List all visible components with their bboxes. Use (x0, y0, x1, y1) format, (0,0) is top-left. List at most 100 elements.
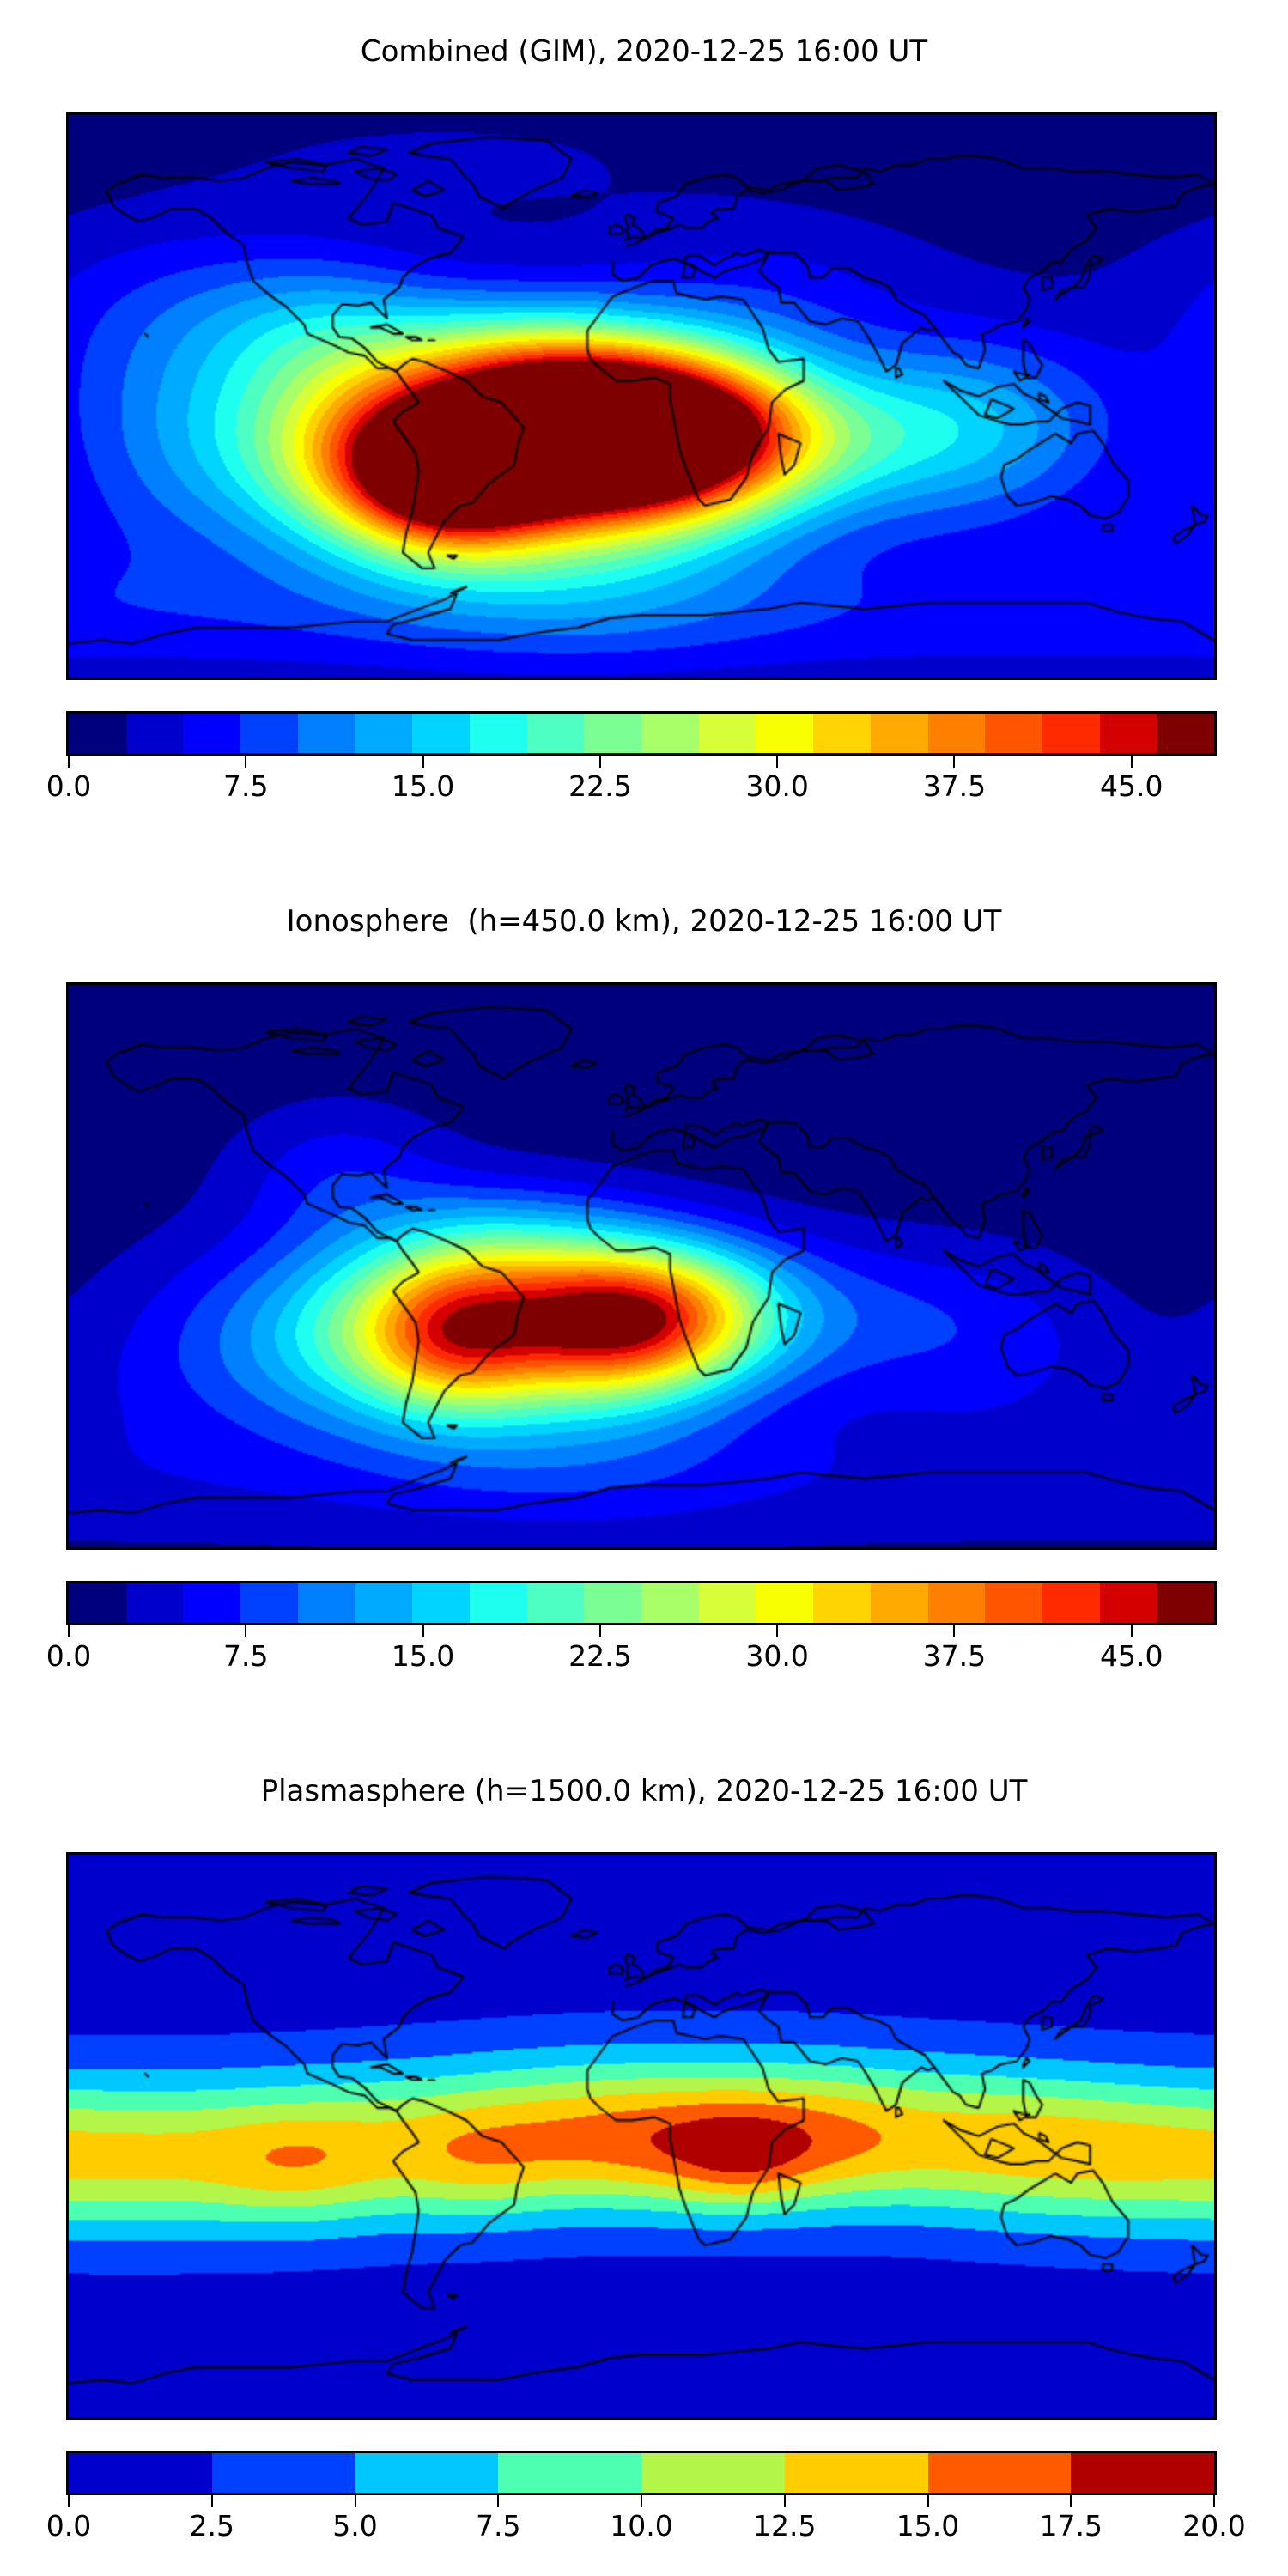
colorbar-tick (245, 1625, 247, 1637)
colorbar-segment (784, 2453, 928, 2493)
colorbar-tick-label: 0.0 (46, 2509, 92, 2543)
colorbar-segment (756, 714, 814, 753)
colorbar-segment (498, 2453, 641, 2493)
map-plasmasphere (66, 1852, 1217, 2420)
panel-title-plasmasphere: Plasmasphere (h=1500.0 km), 2020-12-25 1… (260, 1774, 1028, 1808)
colorbar-segment (870, 714, 928, 753)
colorbar-segment (355, 2453, 499, 2493)
colorbar-tick (776, 1625, 779, 1637)
colorbar-tick (68, 756, 70, 768)
colorbar-tick (422, 1625, 424, 1637)
colorbar-segment (698, 714, 756, 753)
colorbar-tick-label: 22.5 (568, 769, 632, 803)
colorbar-segment (641, 2453, 785, 2493)
colorbar-tick (1130, 1625, 1133, 1637)
colorbar-segment (584, 714, 642, 753)
colorbar-segment (1099, 714, 1157, 753)
panel-title-combined-gim: Combined (GIM), 2020-12-25 16:00 UT (360, 34, 928, 69)
colorbar-tick (953, 756, 956, 768)
colorbar-tick (68, 1625, 70, 1637)
colorbar-tick-label: 37.5 (922, 1639, 987, 1673)
colorbar-gradient-combined-gim (66, 711, 1217, 756)
colorbar-tick (1070, 2495, 1072, 2507)
colorbar-segment (125, 714, 184, 753)
colorbar-segment (125, 1583, 184, 1623)
colorbar-tick-label: 5.0 (332, 2509, 378, 2543)
colorbar-tick (1213, 2495, 1215, 2507)
colorbar-segment (69, 714, 126, 753)
colorbar-segment (526, 714, 585, 753)
colorbar-segment (1042, 714, 1100, 753)
colorbar-labels-plasmasphere: 0.0 2.5 5.0 7.5 10.0 12.5 15.0 17.5 20.0 (46, 2507, 1246, 2545)
colorbar-tick-label: 7.5 (476, 2509, 521, 2543)
colorbar-tick (776, 756, 779, 768)
colorbar-segment (1042, 1583, 1100, 1623)
colorbar-ticks-plasmasphere (66, 2495, 1217, 2507)
colorbar-tick-label: 12.5 (753, 2509, 817, 2543)
map-ionosphere (66, 982, 1217, 1550)
colorbar-segment (412, 714, 470, 753)
colorbar-tick-label: 2.5 (189, 2509, 234, 2543)
colorbar-gradient-ionosphere (66, 1581, 1217, 1625)
colorbar-tick-label: 37.5 (922, 769, 987, 803)
colorbar-ticks-combined-gim (66, 756, 1217, 768)
colorbar-segment (412, 1583, 470, 1623)
colorbar-tick (354, 2495, 356, 2507)
map-canvas-combined-gim (69, 115, 1214, 677)
map-combined-gim (66, 112, 1217, 680)
colorbar-tick (641, 2495, 642, 2507)
colorbar-tick-label: 17.5 (1039, 2509, 1103, 2543)
colorbar-tick-label: 15.0 (391, 769, 455, 803)
colorbar-segment (1071, 2453, 1214, 2493)
map-canvas-ionosphere (69, 985, 1214, 1547)
colorbar-segment (927, 2453, 1072, 2493)
colorbar-segment (355, 714, 413, 753)
colorbar-segment (69, 2453, 212, 2493)
colorbar-tick (598, 1625, 601, 1637)
colorbar-tick-label: 30.0 (745, 1639, 809, 1673)
colorbar-tick-label: 45.0 (1099, 1639, 1163, 1673)
colorbar-tick (783, 2495, 786, 2507)
colorbar-tick-label: 0.0 (46, 1639, 92, 1673)
panel-plasmasphere: Plasmasphere (h=1500.0 km), 2020-12-25 1… (0, 1740, 1288, 2576)
colorbar-tick-label: 45.0 (1099, 769, 1163, 803)
colorbar-segment (183, 714, 241, 753)
colorbar-tick (422, 756, 424, 768)
colorbar-gradient-plasmasphere (66, 2451, 1217, 2495)
colorbar-segment (297, 714, 355, 753)
colorbar-segment (240, 714, 298, 753)
panel-ionosphere: Ionosphere (h=450.0 km), 2020-12-25 16:0… (0, 870, 1288, 1728)
colorbar-tick (245, 756, 247, 768)
colorbar-segment (183, 1583, 241, 1623)
panel-combined-gim: Combined (GIM), 2020-12-25 16:00 UT 0.0 7… (0, 0, 1288, 859)
colorbar-segment (641, 714, 699, 753)
colorbar-segment (870, 1583, 928, 1623)
colorbar-tick (497, 2495, 500, 2507)
map-canvas-plasmasphere (69, 1855, 1214, 2417)
colorbar-segment (355, 1583, 413, 1623)
colorbar-tick-label: 7.5 (223, 1639, 269, 1673)
colorbar-segment (1099, 1583, 1157, 1623)
colorbar-tick-label: 30.0 (745, 769, 809, 803)
colorbar-tick-label: 7.5 (223, 769, 269, 803)
colorbar-tick-label: 20.0 (1182, 2509, 1246, 2543)
colorbar-segment (297, 1583, 355, 1623)
colorbar-tick-label: 0.0 (46, 769, 92, 803)
colorbar-segment (69, 1583, 126, 1623)
colorbar-segment (698, 1583, 756, 1623)
colorbar-segment (240, 1583, 298, 1623)
colorbar-tick-label: 15.0 (896, 2509, 960, 2543)
colorbar-segment (756, 1583, 814, 1623)
colorbar-tick (927, 2495, 929, 2507)
colorbar-tick (68, 2495, 70, 2507)
colorbar-segment (813, 1583, 871, 1623)
colorbar-segment (469, 714, 527, 753)
colorbar-segment (927, 714, 986, 753)
colorbar-segment (985, 714, 1042, 753)
colorbar-tick-label: 10.0 (610, 2509, 673, 2543)
panel-title-ionosphere: Ionosphere (h=450.0 km), 2020-12-25 16:0… (286, 904, 1002, 939)
colorbar-segment (813, 714, 871, 753)
colorbar-labels-combined-gim: 0.0 7.5 15.0 22.5 30.0 37.5 45.0 (46, 768, 1217, 805)
colorbar-tick (210, 2495, 213, 2507)
